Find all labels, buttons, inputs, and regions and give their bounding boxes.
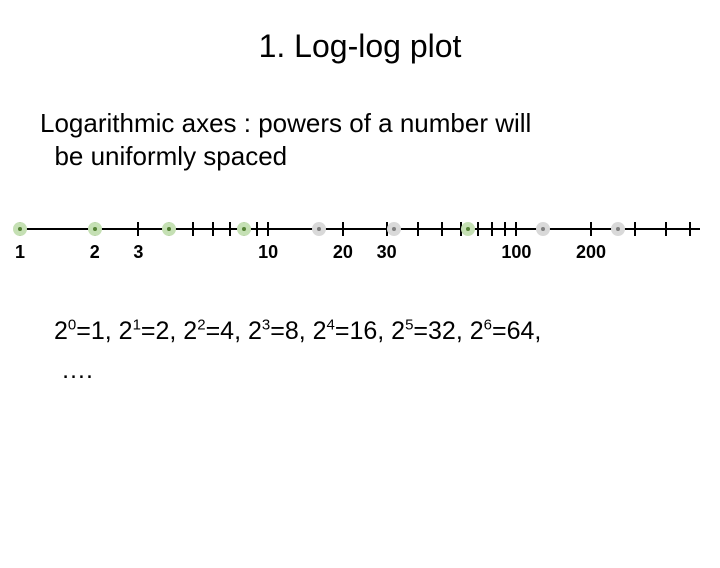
axis-tick bbox=[342, 222, 344, 236]
powers-of-two: 20=1, 21=2, 22=4, 23=8, 24=16, 25=32, 26… bbox=[54, 312, 690, 390]
axis-marker bbox=[237, 222, 251, 236]
subtitle-line1: Logarithmic axes : powers of a number wi… bbox=[40, 108, 531, 138]
axis-marker bbox=[88, 222, 102, 236]
axis-tick-label: 2 bbox=[90, 242, 100, 263]
axis-tick bbox=[192, 222, 194, 236]
axis-tick bbox=[267, 222, 269, 236]
axis-tick bbox=[689, 222, 691, 236]
axis-tick bbox=[417, 222, 419, 236]
slide-title: 1. Log-log plot bbox=[0, 28, 720, 65]
axis-tick-label: 3 bbox=[133, 242, 143, 263]
axis-marker bbox=[461, 222, 475, 236]
axis-tick bbox=[137, 222, 139, 236]
axis-tick-label: 30 bbox=[377, 242, 397, 263]
axis-tick bbox=[491, 222, 493, 236]
axis-tick-label: 100 bbox=[501, 242, 531, 263]
axis-line bbox=[20, 228, 700, 230]
subtitle: Logarithmic axes : powers of a number wi… bbox=[40, 107, 690, 172]
axis-tick bbox=[256, 222, 258, 236]
axis-marker bbox=[162, 222, 176, 236]
axis-tick bbox=[229, 222, 231, 236]
axis-tick-label: 1 bbox=[15, 242, 25, 263]
axis-marker bbox=[312, 222, 326, 236]
axis-tick-label: 20 bbox=[333, 242, 353, 263]
log-axis: 123102030100200 bbox=[20, 218, 700, 268]
axis-tick bbox=[665, 222, 667, 236]
axis-tick bbox=[515, 222, 517, 236]
axis-marker bbox=[536, 222, 550, 236]
axis-marker bbox=[611, 222, 625, 236]
axis-tick bbox=[504, 222, 506, 236]
axis-tick-label: 200 bbox=[576, 242, 606, 263]
axis-tick bbox=[590, 222, 592, 236]
subtitle-line2: be uniformly spaced bbox=[54, 141, 287, 171]
axis-marker bbox=[387, 222, 401, 236]
axis-tick-label: 10 bbox=[258, 242, 278, 263]
axis-tick bbox=[477, 222, 479, 236]
axis-tick bbox=[634, 222, 636, 236]
axis-marker bbox=[13, 222, 27, 236]
axis-tick bbox=[212, 222, 214, 236]
axis-tick bbox=[441, 222, 443, 236]
